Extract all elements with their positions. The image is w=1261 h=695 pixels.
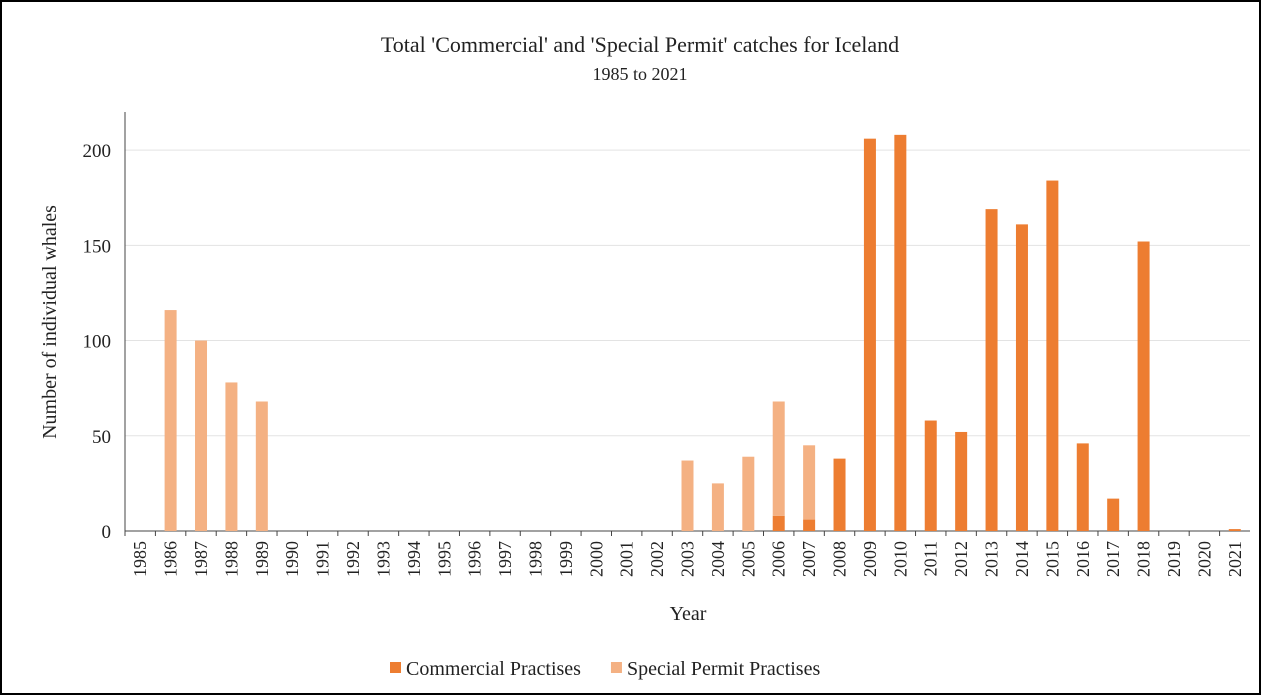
bar-segment [772, 515, 785, 531]
x-tick-label: 2010 [890, 541, 910, 577]
x-tick-label: 1997 [495, 541, 515, 577]
bar-segment [772, 401, 785, 516]
bar-segment [894, 134, 907, 531]
x-tick-label: 2008 [830, 541, 850, 577]
x-tick-label: 1996 [465, 541, 485, 577]
x-tick-label: 2020 [1194, 541, 1214, 577]
x-tick-label: 2011 [921, 541, 941, 576]
bar-segment [863, 138, 876, 531]
bar-segment [1228, 529, 1241, 531]
legend-swatch [390, 662, 401, 673]
x-tick-label: 2006 [769, 541, 789, 577]
bar-segment [742, 456, 755, 531]
x-tick-label: 2014 [1012, 541, 1032, 577]
bar-segment [681, 460, 694, 531]
x-tick-label: 1990 [282, 541, 302, 577]
bar-segment [164, 310, 177, 531]
bar-segment [985, 209, 998, 531]
y-tick-label: 100 [83, 332, 112, 353]
x-tick-label: 2013 [982, 541, 1002, 577]
y-tick-label: 150 [83, 236, 112, 257]
x-tick-label: 2005 [738, 541, 758, 577]
x-tick-label: 2002 [647, 541, 667, 577]
bar-segment [833, 458, 846, 531]
bar-segment [803, 519, 816, 531]
bar-segment [803, 445, 816, 520]
x-tick-label: 2019 [1164, 541, 1184, 577]
legend-label: Special Permit Practises [627, 658, 821, 680]
y-tick-label: 0 [102, 522, 112, 543]
chart-title: Total 'Commercial' and 'Special Permit' … [381, 32, 899, 57]
x-tick-label: 2000 [586, 541, 606, 577]
x-tick-label: 1995 [434, 541, 454, 577]
x-tick-label: 1998 [525, 541, 545, 577]
x-tick-label: 2001 [617, 541, 637, 577]
x-tick-label: 1986 [161, 541, 181, 577]
x-tick-label: 1991 [313, 541, 333, 577]
bar-segment [924, 420, 937, 531]
bar-segment [1076, 443, 1089, 531]
bar-segment [1107, 498, 1120, 531]
legend-label: Commercial Practises [406, 658, 581, 680]
x-axis-title: Year [670, 603, 707, 625]
x-tick-label: 2004 [708, 541, 728, 577]
x-tick-label: 2015 [1042, 541, 1062, 577]
x-tick-label: 2021 [1225, 541, 1245, 577]
x-tick-label: 2009 [860, 541, 880, 577]
x-tick-label: 1994 [404, 541, 424, 577]
bar-segment [255, 401, 268, 531]
y-tick-label: 200 [83, 141, 112, 162]
x-tick-label: 1988 [221, 541, 241, 577]
bar-segment [1137, 241, 1150, 531]
bar-segment [1046, 180, 1059, 531]
y-tick-label: 50 [92, 427, 111, 448]
x-tick-label: 2017 [1103, 541, 1123, 577]
x-tick-label: 2003 [678, 541, 698, 577]
x-tick-label: 2018 [1134, 541, 1154, 577]
bar-segment [711, 483, 724, 531]
y-axis-title: Number of individual whales [39, 205, 61, 439]
x-tick-label: 1993 [373, 541, 393, 577]
bar-segment [225, 382, 238, 531]
legend-swatch [610, 662, 622, 673]
x-tick-label: 2007 [799, 541, 819, 577]
bar-segment [955, 431, 968, 531]
chart-subtitle: 1985 to 2021 [592, 64, 687, 84]
x-tick-label: 1985 [130, 541, 150, 577]
bar-segment [1015, 224, 1028, 532]
bar-segment [195, 340, 208, 531]
x-tick-label: 1989 [252, 541, 272, 577]
x-tick-label: 1987 [191, 541, 211, 577]
x-tick-label: 2012 [951, 541, 971, 577]
x-tick-label: 1999 [556, 541, 576, 577]
x-tick-label: 1992 [343, 541, 363, 577]
x-tick-label: 2016 [1073, 541, 1093, 577]
